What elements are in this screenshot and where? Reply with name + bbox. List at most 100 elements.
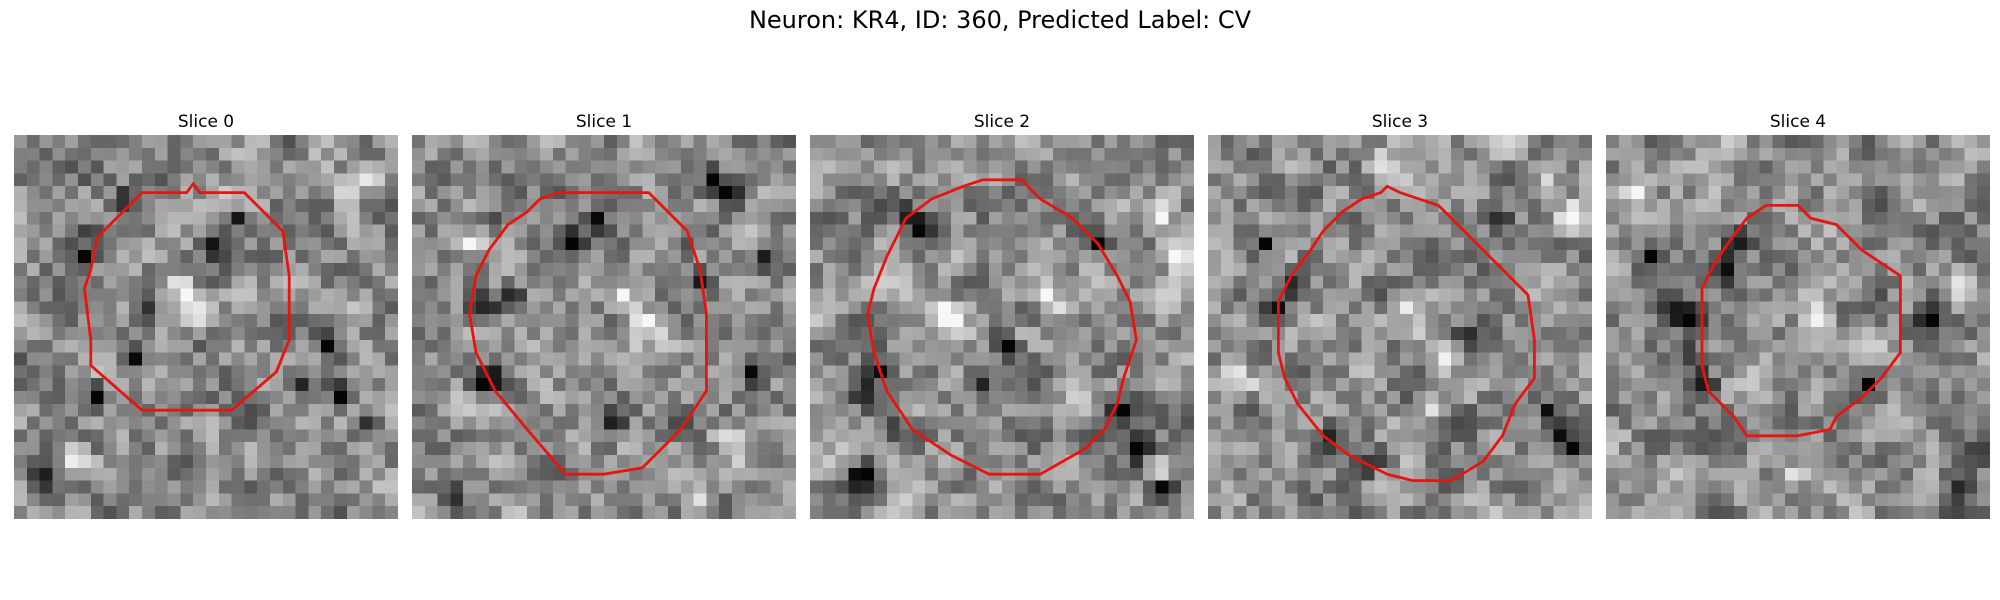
pixel bbox=[1913, 467, 1927, 481]
pixel bbox=[1361, 135, 1375, 149]
pixel bbox=[719, 480, 733, 494]
pixel bbox=[1746, 391, 1760, 405]
pixel bbox=[757, 429, 771, 443]
pixel bbox=[103, 147, 117, 161]
pixel bbox=[783, 314, 796, 328]
pixel bbox=[1670, 173, 1684, 187]
pixel bbox=[770, 455, 784, 469]
pixel bbox=[1977, 263, 1990, 277]
pixel bbox=[308, 455, 322, 469]
pixel bbox=[1540, 327, 1554, 341]
pixel bbox=[1155, 352, 1169, 366]
pixel bbox=[1451, 275, 1465, 289]
pixel bbox=[1618, 480, 1632, 494]
pixel bbox=[1540, 467, 1554, 481]
pixel bbox=[1579, 224, 1592, 238]
pixel bbox=[437, 403, 451, 417]
pixel bbox=[1708, 352, 1722, 366]
pixel bbox=[1412, 301, 1426, 315]
pixel bbox=[578, 327, 592, 341]
pixel bbox=[989, 429, 1003, 443]
pixel bbox=[321, 147, 335, 161]
pixel bbox=[950, 327, 964, 341]
pixel bbox=[257, 186, 271, 200]
pixel bbox=[167, 160, 181, 174]
pixel bbox=[1142, 378, 1156, 392]
pixel bbox=[1913, 378, 1927, 392]
pixel bbox=[925, 160, 939, 174]
pixel bbox=[1515, 160, 1529, 174]
pixel bbox=[874, 288, 888, 302]
pixel bbox=[1887, 467, 1901, 481]
pixel bbox=[321, 339, 335, 353]
pixel bbox=[1053, 275, 1067, 289]
pixel bbox=[757, 224, 771, 238]
pixel bbox=[218, 250, 232, 264]
pixel bbox=[1810, 455, 1824, 469]
pixel bbox=[424, 467, 438, 481]
pixel bbox=[770, 250, 784, 264]
pixel bbox=[938, 391, 952, 405]
pixel bbox=[372, 467, 386, 481]
pixel bbox=[463, 365, 477, 379]
pixel bbox=[308, 506, 322, 519]
pixel bbox=[1926, 352, 1940, 366]
pixel bbox=[770, 327, 784, 341]
pixel bbox=[744, 442, 758, 456]
pixel bbox=[39, 416, 53, 430]
pixel bbox=[129, 506, 143, 519]
pixel bbox=[1489, 365, 1503, 379]
pixel bbox=[1489, 186, 1503, 200]
pixel bbox=[1670, 391, 1684, 405]
pixel bbox=[1233, 442, 1247, 456]
pixel bbox=[1772, 288, 1786, 302]
pixel bbox=[1310, 480, 1324, 494]
pixel bbox=[231, 378, 245, 392]
pixel bbox=[1040, 493, 1054, 507]
pixel bbox=[1502, 211, 1516, 225]
pixel bbox=[142, 199, 156, 213]
pixel bbox=[706, 314, 720, 328]
pixel bbox=[78, 429, 92, 443]
pixel bbox=[1540, 365, 1554, 379]
pixel bbox=[848, 263, 862, 277]
pixel bbox=[142, 339, 156, 353]
pixel bbox=[154, 314, 168, 328]
pixel bbox=[1489, 288, 1503, 302]
pixel bbox=[976, 250, 990, 264]
pixel bbox=[476, 403, 490, 417]
pixel bbox=[193, 263, 207, 277]
pixel bbox=[1476, 327, 1490, 341]
pixel bbox=[1066, 301, 1080, 315]
pixel bbox=[129, 480, 143, 494]
pixel bbox=[706, 467, 720, 481]
pixel bbox=[540, 199, 554, 213]
pixel bbox=[1387, 352, 1401, 366]
pixel bbox=[899, 429, 913, 443]
pixel bbox=[822, 416, 836, 430]
pixel bbox=[116, 480, 130, 494]
pixel bbox=[1259, 211, 1273, 225]
pixel bbox=[1810, 173, 1824, 187]
pixel bbox=[90, 301, 104, 315]
pixel bbox=[450, 327, 464, 341]
pixel bbox=[1566, 186, 1580, 200]
pixel bbox=[1964, 173, 1978, 187]
pixel bbox=[346, 378, 360, 392]
pixel bbox=[835, 480, 849, 494]
pixel bbox=[1785, 378, 1799, 392]
pixel bbox=[963, 480, 977, 494]
pixel bbox=[334, 480, 348, 494]
pixel bbox=[527, 250, 541, 264]
pixel bbox=[1117, 275, 1131, 289]
pixel bbox=[1387, 391, 1401, 405]
pixel bbox=[206, 416, 220, 430]
pixel bbox=[116, 237, 130, 251]
pixel bbox=[1117, 455, 1131, 469]
pixel bbox=[925, 314, 939, 328]
pixel bbox=[1066, 173, 1080, 187]
pixel bbox=[142, 493, 156, 507]
pixel bbox=[1785, 135, 1799, 149]
pixel bbox=[1746, 378, 1760, 392]
pixel bbox=[501, 173, 515, 187]
